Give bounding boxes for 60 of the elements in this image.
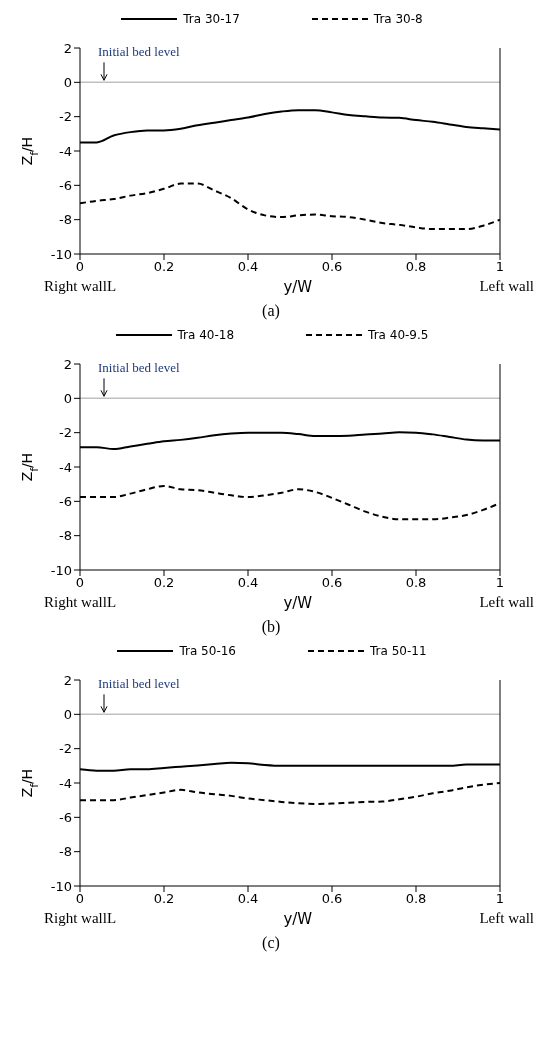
x-tick-label: 1 <box>495 259 505 275</box>
y-tick-label: 2 <box>63 40 72 56</box>
legend-label: Tra 40-9.5 <box>368 328 429 342</box>
x-tick-label: 0.6 <box>321 259 343 275</box>
text: Left wall <box>479 594 534 612</box>
x-tick-label: 0.4 <box>237 575 259 591</box>
y-tick-label: -10 <box>50 246 72 262</box>
text: Right wallL <box>44 594 117 612</box>
text: Right wallL <box>44 278 117 296</box>
ref-line-label: Initial bed level <box>98 676 180 692</box>
y-tick-label: -6 <box>59 809 72 825</box>
x-tick-label: 1 <box>495 891 505 907</box>
y-tick-label: -6 <box>59 493 72 509</box>
y-tick-label: -8 <box>59 844 72 860</box>
y-tick-label: 2 <box>63 672 72 688</box>
legend-label: Tra 30-17 <box>183 12 240 26</box>
ref-line-label: Initial bed level <box>98 44 180 60</box>
x-tick-label: 0.2 <box>153 259 175 275</box>
x-tick-label: 0 <box>75 259 85 275</box>
x-tick-label: 0.8 <box>405 575 427 591</box>
y-tick-label: 0 <box>63 390 72 406</box>
ref-line-label: Initial bed level <box>98 360 180 376</box>
y-tick-label: -4 <box>59 459 72 475</box>
legend-label: Tra 50-11 <box>370 644 427 658</box>
text: (b) <box>260 618 282 636</box>
legend-label: Tra 50-16 <box>179 644 236 658</box>
text: (a) <box>261 302 281 320</box>
y-tick-label: -6 <box>59 177 72 193</box>
y-tick-label: -2 <box>59 741 72 757</box>
y-tick-label: -2 <box>59 425 72 441</box>
x-axis-title: y/W <box>283 278 313 296</box>
x-tick-label: 1 <box>495 575 505 591</box>
y-tick-label: 0 <box>63 706 72 722</box>
y-tick-label: -8 <box>59 528 72 544</box>
x-tick-label: 0.6 <box>321 575 343 591</box>
x-tick-label: 0.8 <box>405 891 427 907</box>
x-tick-label: 0.2 <box>153 891 175 907</box>
x-axis-title: y/W <box>283 594 313 612</box>
y-tick-label: 0 <box>63 74 72 90</box>
y-tick-label: -8 <box>59 212 72 228</box>
x-tick-label: 0.8 <box>405 259 427 275</box>
text: Left wall <box>479 910 534 928</box>
text: Right wallL <box>44 910 117 928</box>
text: (c) <box>261 934 281 952</box>
y-tick-label: -2 <box>59 109 72 125</box>
y-tick-label: -4 <box>59 143 72 159</box>
x-tick-label: 0 <box>75 575 85 591</box>
x-tick-label: 0.4 <box>237 891 259 907</box>
legend-label: Tra 40-18 <box>177 328 235 342</box>
x-tick-label: 0.2 <box>153 575 175 591</box>
x-axis-title: y/W <box>283 910 313 928</box>
y-tick-label: -10 <box>50 878 72 894</box>
x-tick-label: 0.4 <box>237 259 259 275</box>
x-tick-label: 0 <box>75 891 85 907</box>
text: Left wall <box>479 278 534 296</box>
legend-label: Tra 30-8 <box>373 12 423 26</box>
y-tick-label: -10 <box>50 562 72 578</box>
y-tick-label: 2 <box>63 356 72 372</box>
x-tick-label: 0.6 <box>321 891 343 907</box>
y-tick-label: -4 <box>59 775 72 791</box>
